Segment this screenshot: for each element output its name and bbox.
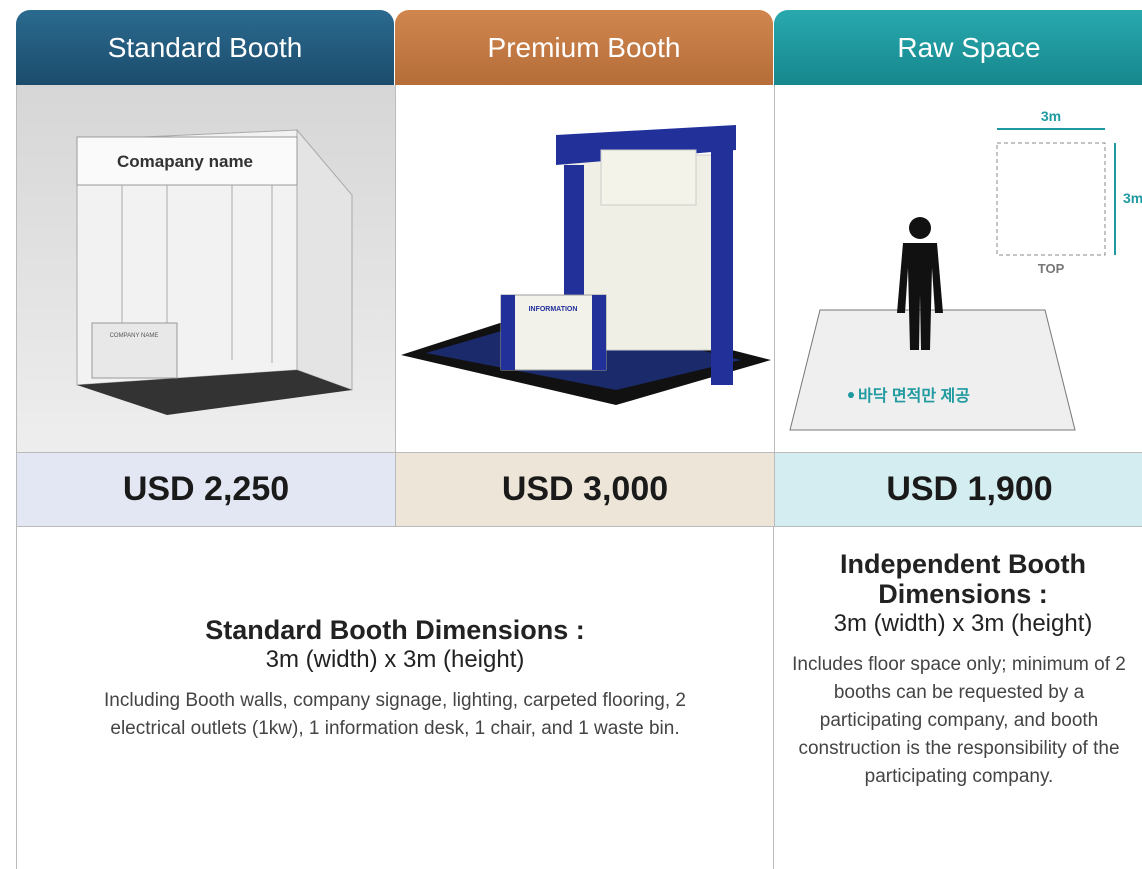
desc-size: 3m (width) x 3m (height) (784, 609, 1142, 639)
desk-text: COMPANY NAME (110, 333, 159, 339)
desc-details: Including Booth walls, company signage, … (57, 687, 733, 743)
header-premium: Premium Booth (395, 10, 773, 85)
standard-booth-image: Comapany name COMPANY NAME (16, 85, 395, 452)
price-raw: USD 1,900 (774, 452, 1142, 527)
desc-details: Includes floor space only; minimum of 2 … (784, 651, 1142, 791)
desc-title: Standard Booth Dimensions : (57, 615, 733, 645)
booth-comparison: Standard Booth Premium Booth Raw Space C… (0, 0, 1142, 869)
desc-title: Independent Booth Dimensions : (784, 549, 1142, 609)
desk-text: INFORMATION (529, 306, 578, 313)
raw-description: Independent Booth Dimensions : 3m (width… (774, 527, 1142, 869)
price-standard: USD 2,250 (16, 452, 395, 527)
price-premium: USD 3,000 (395, 452, 774, 527)
desc-size: 3m (width) x 3m (height) (57, 645, 733, 675)
floor-note: • 바닥 면적만 제공 (848, 387, 970, 405)
sign-text: Comapany name (117, 152, 253, 171)
raw-space-image: • 바닥 면적만 제공 3m 3m TOP (774, 85, 1142, 452)
top-label: TOP (1038, 261, 1065, 276)
premium-booth-image: INFORMATION (395, 85, 774, 452)
header-standard: Standard Booth (16, 10, 394, 85)
header-raw: Raw Space (774, 10, 1142, 85)
width-label: 3m (1041, 108, 1061, 124)
standard-description: Standard Booth Dimensions : 3m (width) x… (17, 527, 773, 869)
height-label: 3m (1123, 190, 1142, 206)
